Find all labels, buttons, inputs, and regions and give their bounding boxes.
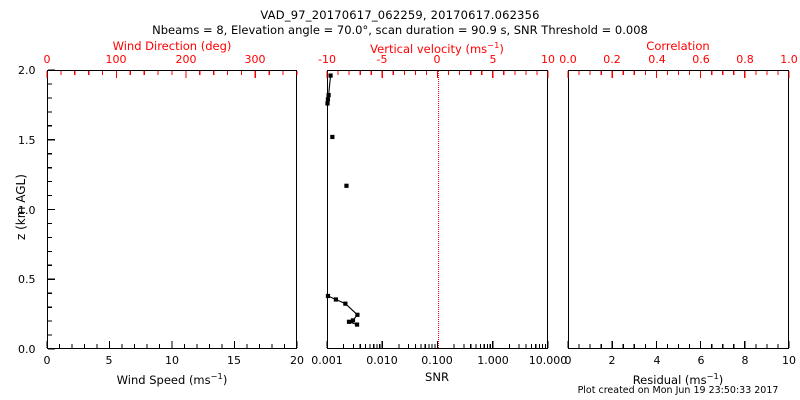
y-tick-label-4: 2.0 [18,64,36,77]
panel3-bottom-tick-0: 0 [564,354,572,367]
panel3-top-tick-4: 0.8 [736,53,754,66]
panel1-top-tick-0: 0 [43,53,51,66]
plot-creation-credit: Plot created on Mon Jun 19 23:50:33 2017 [577,385,779,396]
panel1-bottom-tick-4: 20 [290,354,304,367]
panel1-top-tick-1: 100 [105,53,127,66]
panel1-top-tick-2: 200 [175,53,197,66]
panel1-bottom-tick-2: 10 [165,354,179,367]
panel2-top-tick-4: 10 [541,53,555,66]
figure-subtitle: Nbeams = 8, Elevation angle = 70.0°, sca… [152,23,648,37]
panel2-top-tick-2: 0 [433,53,441,66]
panel3-xlabel-exponent: −1 [706,371,719,381]
panel2-bottom-axis-title: SNR [425,370,449,384]
panel3-bottom-axis-title: Residual (ms−1) [632,371,724,387]
panel1-xlabel-text: Wind Speed (ms [116,372,211,387]
panel1-top-tick-3: 300 [244,53,266,66]
figure-title: VAD_97_20170617_062259, 20170617.062356 [260,8,540,22]
panel2-bottom-tick-3: 1.000 [477,354,509,367]
y-tick-label-2: 1.0 [18,204,36,217]
panel2-bottom-tick-4: 10.000 [528,354,568,367]
panel3-top-tick-1: 0.2 [603,53,621,66]
panel1-bottom-tick-0: 0 [43,354,51,367]
panel3-top-tick-0: 0.0 [559,53,577,66]
panel1-xlabel-exponent: −1 [210,371,223,381]
y-tick-label-3: 1.5 [18,134,36,147]
panel3-bottom-tick-1: 2 [608,354,616,367]
panel3-xlabel-text: Residual (ms [632,372,707,387]
panel-residual-plot-area [568,70,789,349]
panel3-bottom-tick-3: 6 [697,354,705,367]
panel2-top-axis-title: Vertical velocity (ms−1) [370,40,504,56]
panel2-bottom-tick-2: 0.100 [421,354,453,367]
panel2-bottom-tick-0: 0.001 [311,354,343,367]
y-tick-label-0: 0.0 [18,343,36,356]
panel2-bottom-tick-1: 0.010 [366,354,398,367]
panel3-top-tick-5: 1.0 [780,53,798,66]
panel1-bottom-tick-3: 15 [227,354,241,367]
panel-wind-plot-area [47,70,297,349]
panel-snr-plot-area [327,70,548,349]
panel3-top-tick-3: 0.6 [692,53,710,66]
y-tick-label-1: 0.5 [18,273,36,286]
panel3-bottom-tick-5: 10 [782,354,796,367]
panel2-top-tick-0: -10 [318,53,336,66]
panel1-top-axis-title: Wind Direction (deg) [112,39,232,53]
panel1-bottom-tick-1: 5 [105,354,113,367]
panel2-top-tick-3: 5 [489,53,497,66]
panel3-bottom-tick-4: 8 [741,354,749,367]
zero-velocity-reference-line [437,71,439,348]
panel3-top-axis-title: Correlation [646,39,710,53]
panel2-toplabel-exponent: −1 [487,40,500,50]
panel2-toplabel-text: Vertical velocity (ms [370,41,488,56]
panel1-bottom-axis-title: Wind Speed (ms−1) [116,371,228,387]
panel3-bottom-tick-2: 4 [653,354,661,367]
panel2-top-tick-1: -5 [376,53,388,66]
panel3-top-tick-2: 0.4 [648,53,666,66]
